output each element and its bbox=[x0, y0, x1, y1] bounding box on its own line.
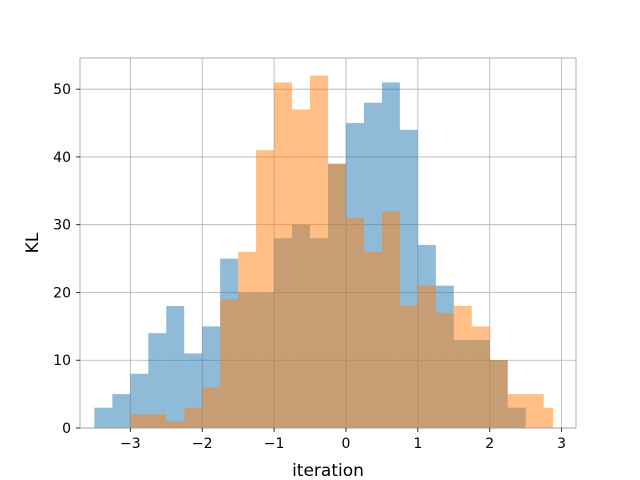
histogram-bar bbox=[363, 251, 382, 428]
histogram-bar bbox=[166, 306, 185, 428]
x-tick-label: −3 bbox=[120, 436, 141, 452]
histogram-bar bbox=[274, 82, 293, 429]
x-axis-ticks: −3 −2 −1 0 1 2 3 bbox=[120, 428, 566, 452]
histogram-bar bbox=[453, 306, 472, 428]
histogram-bar bbox=[381, 211, 400, 428]
y-tick-label: 0 bbox=[62, 421, 71, 437]
x-tick-label: 1 bbox=[413, 436, 422, 452]
histogram-bar bbox=[94, 407, 113, 428]
histogram-bar bbox=[399, 306, 418, 428]
histogram-bar bbox=[148, 333, 167, 428]
x-axis-label: iteration bbox=[292, 461, 364, 480]
x-tick-label: 3 bbox=[557, 436, 566, 452]
histogram-bar bbox=[328, 163, 346, 428]
histogram-bar bbox=[345, 217, 364, 428]
histogram-bar bbox=[166, 421, 185, 428]
y-tick-label: 50 bbox=[53, 82, 71, 98]
histogram-bar bbox=[489, 360, 508, 428]
y-axis-label: KL bbox=[23, 232, 43, 253]
histogram-bar bbox=[238, 251, 257, 428]
histogram-bars bbox=[94, 75, 553, 429]
histogram-bar bbox=[292, 109, 311, 428]
histogram-bar bbox=[148, 414, 167, 428]
histogram-bar bbox=[112, 394, 131, 428]
histogram-bar bbox=[202, 387, 221, 428]
y-tick-label: 20 bbox=[53, 285, 71, 301]
histogram-bar bbox=[130, 414, 149, 428]
histogram-bar bbox=[310, 75, 328, 428]
x-tick-label: 0 bbox=[342, 436, 351, 452]
y-tick-label: 10 bbox=[53, 353, 71, 369]
x-tick-label: −1 bbox=[264, 436, 285, 452]
histogram-bar bbox=[471, 326, 490, 428]
histogram-bar bbox=[543, 407, 553, 428]
x-tick-label: −2 bbox=[192, 436, 213, 452]
histogram-bar bbox=[256, 150, 275, 428]
histogram-series-2 bbox=[130, 75, 553, 429]
y-tick-label: 40 bbox=[53, 150, 71, 166]
histogram-bar bbox=[184, 407, 203, 428]
y-axis-ticks: 0 10 20 30 40 50 bbox=[53, 82, 80, 437]
x-tick-label: 2 bbox=[485, 436, 494, 452]
y-tick-label: 30 bbox=[53, 218, 71, 234]
plot-frame bbox=[79, 57, 577, 429]
histogram-bar bbox=[417, 285, 436, 428]
histogram-bar bbox=[525, 394, 544, 428]
histogram-bar bbox=[435, 312, 454, 428]
histogram-bar bbox=[507, 394, 526, 428]
histogram-bar bbox=[220, 299, 239, 428]
